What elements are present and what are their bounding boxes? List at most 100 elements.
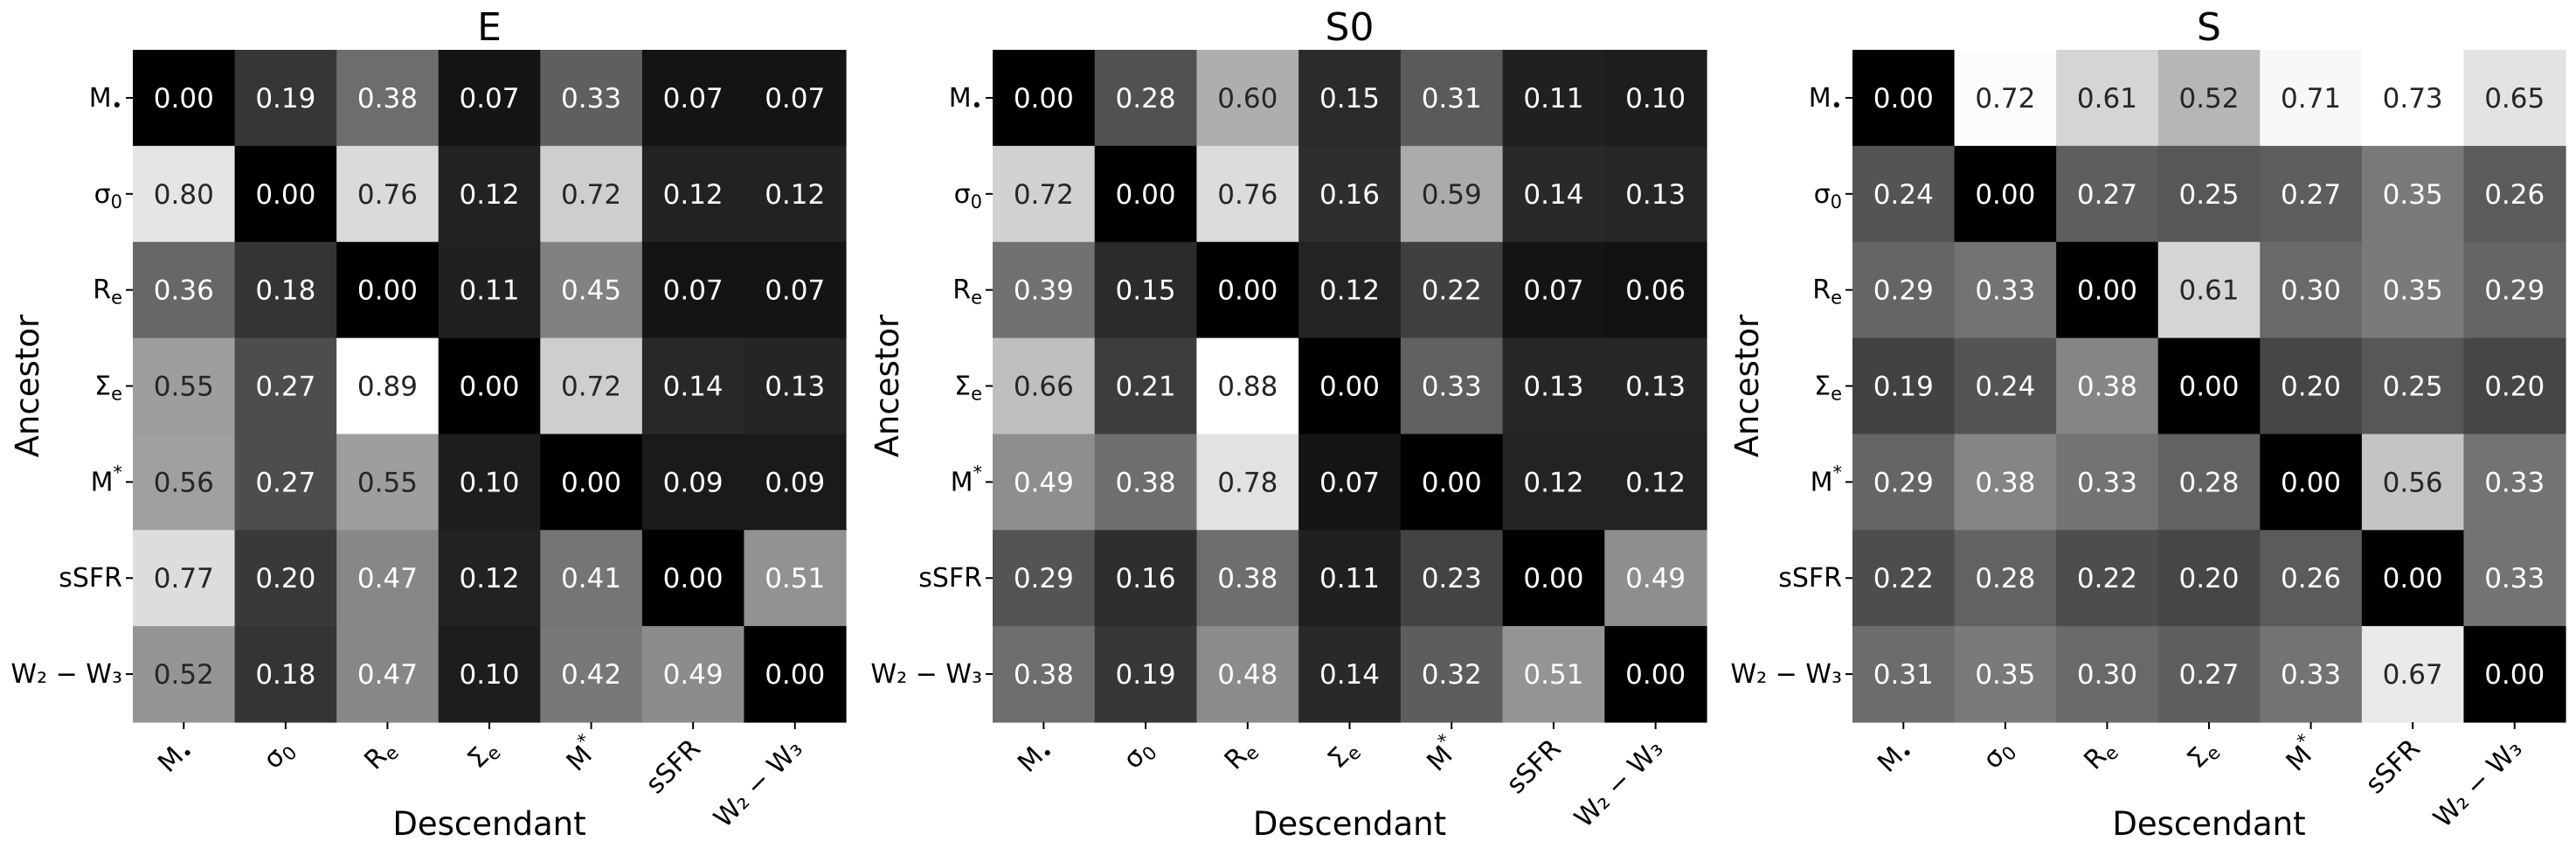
heatmap-cell	[2260, 50, 2363, 147]
cell-value: 0.00	[1975, 179, 2035, 211]
heatmap-cell	[1502, 337, 1605, 435]
cell-value: 0.61	[2077, 83, 2137, 115]
heatmap-cell	[1954, 530, 2057, 627]
heatmap-cell	[2056, 241, 2159, 339]
cell-value: 0.35	[2383, 179, 2443, 211]
cell-value: 0.72	[561, 372, 621, 403]
heatmap-cell	[2056, 145, 2159, 243]
heatmap-cell	[1094, 241, 1198, 339]
cell-value: 0.00	[1319, 372, 1380, 403]
y-tick-label: Re	[952, 275, 982, 309]
x-tick-label: M•	[1872, 733, 1919, 781]
heatmap-cell	[2260, 241, 2363, 339]
cell-value: 0.10	[1625, 83, 1686, 115]
heatmap-cell	[2463, 626, 2566, 723]
heatmap-cell	[1604, 530, 1707, 627]
heatmap-cell	[1196, 241, 1299, 339]
cell-value: 0.06	[1625, 275, 1686, 307]
cell-value: 0.00	[561, 467, 621, 498]
cell-value: 0.14	[663, 372, 724, 403]
cell-value: 0.49	[663, 659, 724, 691]
cell-value: 0.15	[1116, 275, 1176, 307]
heatmap-cell	[1400, 626, 1504, 723]
cell-value: 0.72	[1975, 83, 2035, 115]
cell-value: 0.09	[765, 467, 825, 498]
cell-value: 0.13	[765, 372, 825, 403]
cell-value: 0.00	[663, 563, 724, 594]
cell-value: 0.00	[357, 275, 418, 307]
cell-value: 0.32	[1422, 659, 1482, 691]
heatmap-cell	[234, 434, 337, 531]
cell-value: 0.24	[1975, 372, 2035, 403]
x-tick-label: Σe	[2181, 733, 2224, 776]
cell-value: 0.42	[561, 659, 621, 691]
heatmap-cell	[744, 337, 847, 435]
heatmap-cell	[744, 530, 847, 627]
heatmap-cell	[1196, 530, 1299, 627]
cell-value: 0.00	[1873, 83, 1934, 115]
heatmap-cell	[234, 530, 337, 627]
x-tick-label: Re	[2078, 733, 2122, 778]
heatmap-cell	[1954, 50, 2057, 147]
cell-value: 0.13	[1523, 372, 1583, 403]
heatmap-cell	[2260, 337, 2363, 435]
cell-value: 0.00	[2281, 467, 2341, 498]
cell-value: 0.00	[2178, 372, 2239, 403]
heatmap-cell	[2463, 337, 2566, 435]
cell-value: 0.48	[1217, 659, 1278, 691]
heatmap-cell	[993, 337, 1096, 435]
cell-value: 0.20	[255, 563, 315, 594]
cell-value: 0.22	[2077, 563, 2137, 594]
cell-value: 0.88	[1217, 372, 1278, 403]
y-tick-label: M•	[89, 83, 122, 116]
cell-value: 0.12	[1523, 467, 1583, 498]
heatmap-cell	[2157, 145, 2261, 243]
heatmap-cell	[1400, 434, 1504, 531]
y-tick-label: Σe	[1814, 372, 1842, 405]
x-tick-label: M•	[1012, 733, 1059, 781]
heatmap-cell	[438, 241, 541, 339]
cell-value: 0.16	[1319, 179, 1380, 211]
cell-value: 0.23	[1422, 563, 1482, 594]
cell-value: 0.33	[561, 83, 621, 115]
cell-value: 0.22	[1873, 563, 1934, 594]
heatmap-cell	[2157, 434, 2261, 531]
heatmap-cell	[1298, 145, 1402, 243]
heatmap-cell	[540, 241, 643, 339]
heatmap-cell	[1502, 626, 1605, 723]
chart-title: E	[477, 5, 502, 50]
cell-value: 0.18	[255, 659, 315, 691]
cell-value: 0.27	[255, 372, 315, 403]
cell-value: 0.59	[1422, 179, 1482, 211]
cell-value: 0.10	[459, 659, 519, 691]
heatmap-panel-s: 0.00 0.72 0.61 0.52 0.71 0.73 0.65 0.24 0.00 0.27…	[1728, 5, 2566, 843]
cell-value: 0.72	[1014, 179, 1074, 211]
cell-value: 0.38	[357, 83, 418, 115]
heatmap-cell	[1196, 626, 1299, 723]
cell-value: 0.49	[1014, 467, 1074, 498]
x-tick-label: Re	[1219, 733, 1264, 778]
cell-value: 0.55	[154, 372, 214, 403]
heatmap-cell	[2361, 145, 2465, 243]
heatmap-cell	[641, 241, 745, 339]
cell-value: 0.39	[1014, 275, 1074, 307]
cell-value: 0.80	[154, 179, 214, 211]
cell-value: 0.38	[1014, 659, 1074, 691]
cell-value: 0.00	[154, 83, 214, 115]
cell-value: 0.00	[1523, 563, 1583, 594]
heatmap-cell	[1604, 337, 1707, 435]
heatmap-cell	[2056, 626, 2159, 723]
heatmap-cell	[2260, 434, 2363, 531]
cell-value: 0.14	[1319, 659, 1380, 691]
cell-value: 0.60	[1217, 83, 1278, 115]
heatmap-cell	[438, 434, 541, 531]
heatmap-cell	[1400, 241, 1504, 339]
heatmap-cell	[1954, 434, 2057, 531]
heatmap-cell	[1298, 241, 1402, 339]
heatmap-cell	[2260, 626, 2363, 723]
x-axis-label: Descendant	[392, 805, 585, 843]
heatmap-cell	[1954, 241, 2057, 339]
cell-value: 0.00	[1116, 179, 1176, 211]
cell-value: 0.16	[1116, 563, 1176, 594]
cell-value: 0.31	[1873, 659, 1934, 691]
